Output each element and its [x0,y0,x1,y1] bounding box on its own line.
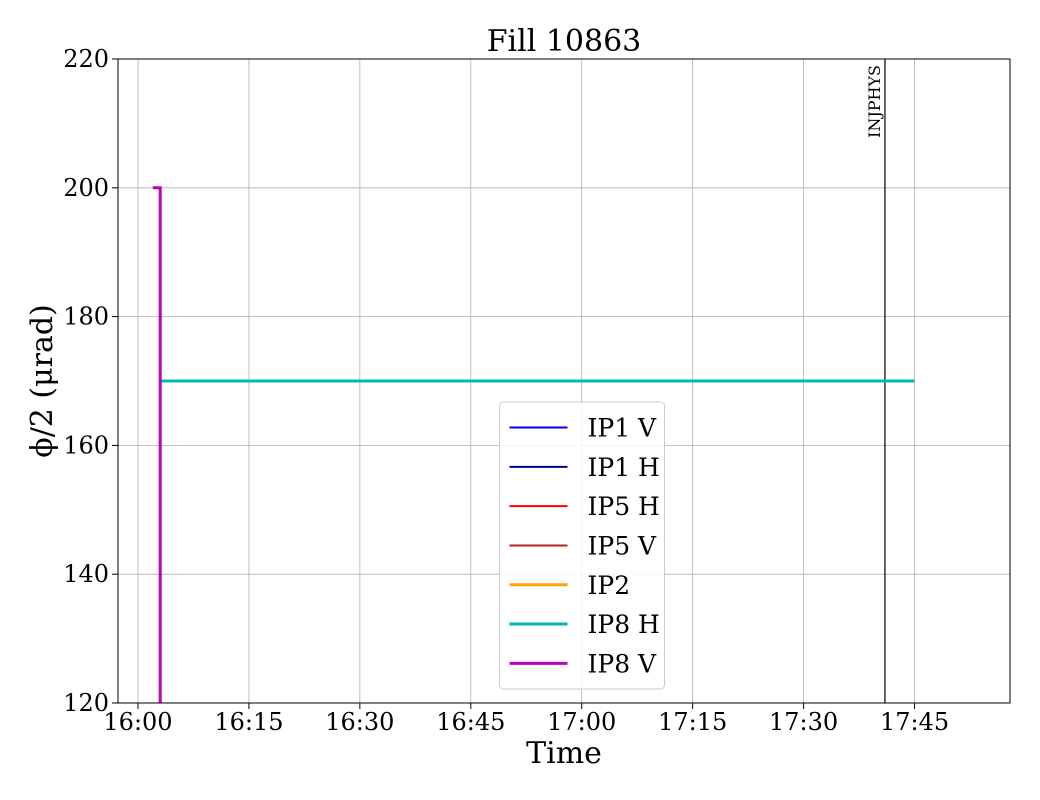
series-lines [152,186,915,703]
legend-label: IP1 V [588,414,658,443]
legend-label: IP1 H [588,453,660,482]
series-line-ip8-v [152,186,162,703]
annotation-label: INJPHYS [865,65,884,138]
legend-label: IP5 H [588,492,660,521]
y-tick-label: 140 [63,560,109,588]
legend-box [499,401,665,690]
chart-title: Fill 10863 [487,24,642,59]
axis-ticks: 16:00 16:15 16:30 16:45 17:00 17:15 17:30 17:45… [63,45,949,736]
x-tick-label: 17:30 [769,708,838,736]
legend-label: IP8 V [588,649,658,678]
plot-frame [117,58,1011,704]
y-tick-label: 120 [63,689,109,717]
legend: IP1 V IP1 H IP5 H IP5 V IP2 IP8 H IP8 V [499,401,665,690]
x-tick-label: 17:00 [547,708,616,736]
x-tick-label: 17:15 [658,708,727,736]
y-axis-title: ϕ/2 (μrad) [25,304,60,458]
y-tick-label: 200 [63,174,109,202]
legend-label: IP2 [588,571,631,600]
x-tick-label: 16:30 [325,708,394,736]
x-tick-label: 17:45 [880,708,949,736]
x-tick-label: 16:15 [214,708,283,736]
x-tick-label: 16:00 [103,708,172,736]
legend-label: IP8 H [588,610,660,639]
legend-label: IP5 V [588,531,658,560]
y-tick-label: 160 [63,431,109,459]
x-tick-label: 16:45 [436,708,505,736]
x-axis-title: Time [526,736,602,771]
y-tick-label: 180 [63,303,109,331]
y-tick-label: 220 [63,45,109,73]
